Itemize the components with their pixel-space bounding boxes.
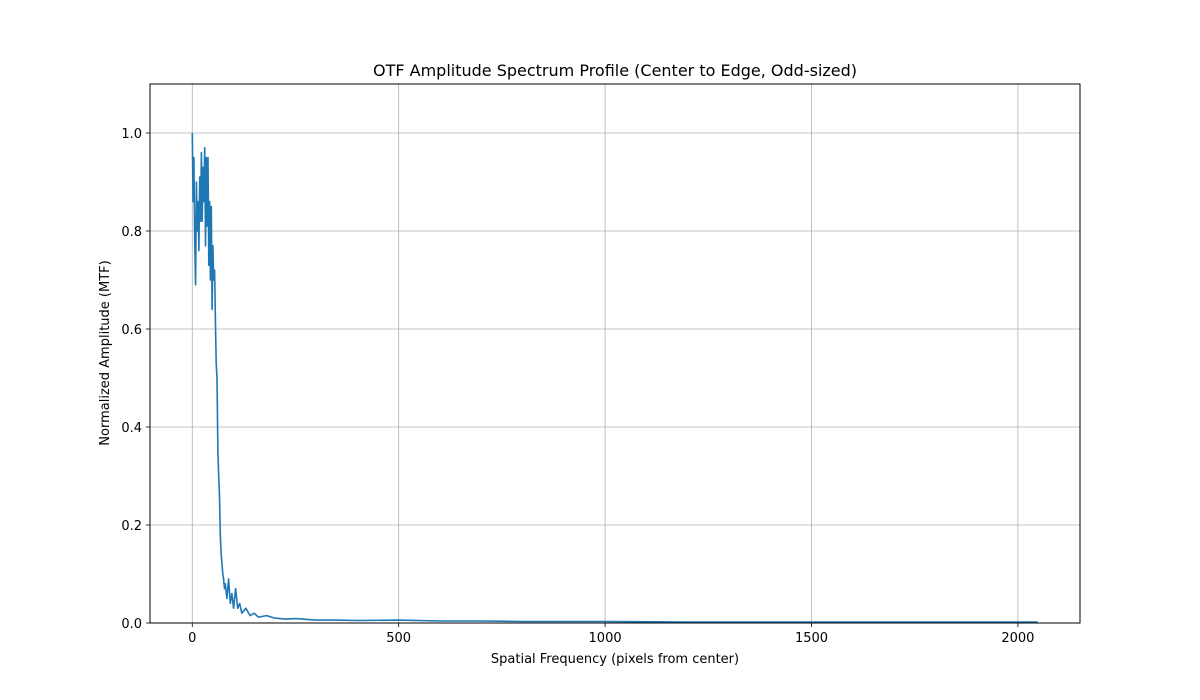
y-tick-label: 0.2 [121, 519, 142, 534]
x-axis: 0 500 1000 1500 2000 [188, 623, 1034, 646]
chart-title: OTF Amplitude Spectrum Profile (Center t… [373, 61, 857, 80]
y-tick-label: 0.4 [121, 421, 142, 436]
y-tick-label: 0.0 [121, 617, 142, 632]
plot-frame [149, 83, 1081, 624]
series-line [191, 132, 1038, 623]
x-axis-label: Spatial Frequency (pixels from center) [491, 652, 739, 667]
y-tick-label: 0.6 [121, 323, 142, 338]
x-tick-label: 0 [188, 631, 196, 646]
x-tick-label: 1000 [589, 631, 622, 646]
x-tick-label: 1500 [795, 631, 828, 646]
grid-lines [150, 84, 1080, 624]
x-tick-label: 500 [386, 631, 411, 646]
y-axis-label: Normalized Amplitude (MTF) [98, 260, 113, 445]
y-tick-label: 0.8 [121, 225, 142, 240]
series-layer [191, 132, 1038, 623]
x-tick-label: 2000 [1001, 631, 1034, 646]
y-tick-label: 1.0 [121, 127, 142, 142]
y-axis: 0.0 0.2 0.4 0.6 0.8 1.0 [121, 127, 150, 632]
